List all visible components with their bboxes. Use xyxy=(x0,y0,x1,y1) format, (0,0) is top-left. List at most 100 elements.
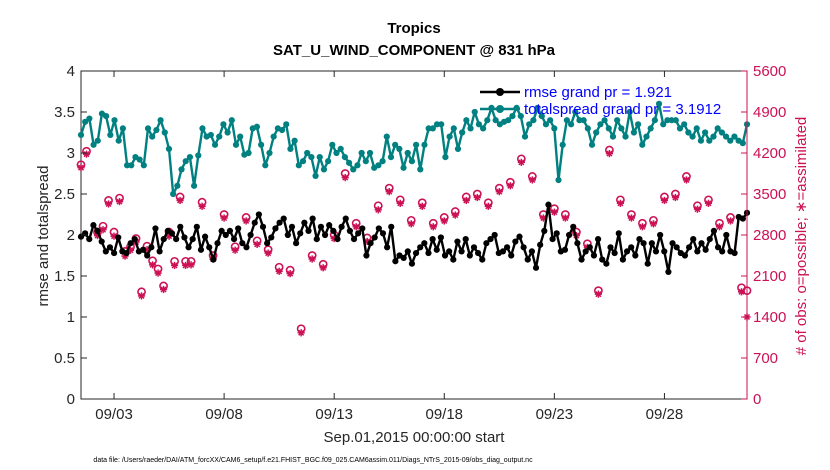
rmse-point xyxy=(408,260,416,267)
rmse-point xyxy=(148,244,155,251)
rmse-point xyxy=(185,244,192,251)
totalspread-point xyxy=(681,121,688,128)
obs-assimilated-marker xyxy=(170,261,179,270)
rmse-point xyxy=(392,258,399,265)
obs-assimilated-marker xyxy=(506,182,514,190)
y2-tick-label: 4200 xyxy=(753,145,786,162)
rmse-point xyxy=(127,240,134,247)
rmse-point xyxy=(131,236,138,243)
rmse-point xyxy=(561,246,569,253)
rmse-point xyxy=(388,223,395,230)
y-tick-label: 1 xyxy=(67,309,75,326)
rmse-point xyxy=(305,227,312,234)
totalspread-point xyxy=(697,137,705,144)
rmse-point xyxy=(673,244,680,251)
rmse-point xyxy=(239,240,246,247)
rmse-point xyxy=(475,249,482,257)
obs-assimilated-marker xyxy=(605,149,613,158)
totalspread-point xyxy=(94,137,101,144)
rmse-point xyxy=(623,248,631,255)
totalspread-point xyxy=(454,145,462,152)
x-tick-label: 09/03 xyxy=(95,406,133,423)
totalspread-point xyxy=(278,126,286,134)
totalspread-point xyxy=(530,117,537,124)
totalspread-point xyxy=(174,182,181,189)
totalspread-point xyxy=(517,113,524,120)
y-tick-label: 4 xyxy=(67,63,75,80)
totalspread-point xyxy=(630,129,638,136)
obs-assimilated-marker xyxy=(82,150,91,158)
totalspread-point xyxy=(526,121,533,128)
totalspread-point xyxy=(542,121,550,128)
totalspread-point xyxy=(647,125,654,132)
obs-assimilated-marker xyxy=(154,269,162,277)
rmse-point xyxy=(189,236,196,243)
totalspread-point xyxy=(484,117,491,124)
rmse-point xyxy=(363,252,370,259)
obs-assimilated-marker xyxy=(181,261,190,270)
totalspread-point xyxy=(588,141,596,148)
rmse-point xyxy=(731,249,738,257)
totalspread-point xyxy=(412,141,420,148)
rmse-point xyxy=(487,236,494,243)
rmse-point xyxy=(570,223,577,230)
obs-assimilated-marker xyxy=(104,200,113,208)
obs-assimilated-marker xyxy=(198,202,206,210)
obs-assimilated-marker xyxy=(275,267,283,275)
plot-area xyxy=(80,70,748,400)
obs-assimilated-marker xyxy=(715,223,724,231)
obs-assimilated-marker xyxy=(115,198,124,206)
rmse-point xyxy=(528,248,535,255)
rmse-point xyxy=(338,223,345,230)
chart-subtitle: SAT_U_WIND_COMPONENT @ 831 hPa xyxy=(273,42,556,59)
totalspread-point xyxy=(165,145,173,152)
obs-assimilated-marker xyxy=(176,196,184,205)
totalspread-point xyxy=(567,121,575,128)
y2-tick-label: 700 xyxy=(753,350,778,367)
totalspread-point xyxy=(375,162,382,169)
rmse-point xyxy=(330,227,337,234)
rmse-point xyxy=(222,231,229,239)
x-tick-label: 09/23 xyxy=(536,406,574,423)
totalspread-point xyxy=(107,131,114,139)
totalspread-point xyxy=(90,141,97,148)
totalspread-point xyxy=(287,145,294,152)
totalspread-point xyxy=(308,154,315,161)
obs-assimilated-marker xyxy=(231,246,239,254)
rmse-point xyxy=(218,227,225,234)
totalspread-point xyxy=(140,162,147,169)
totalspread-point xyxy=(186,154,194,161)
totalspread-point xyxy=(614,117,621,124)
rmse-point xyxy=(276,219,283,226)
totalspread-point xyxy=(153,126,160,134)
y-tick-label: 2.5 xyxy=(54,186,75,203)
x-tick-label: 09/13 xyxy=(315,406,353,423)
obs-assimilated-marker xyxy=(341,174,349,182)
obs-assimilated-marker xyxy=(737,288,746,296)
y2-tick-label: 0 xyxy=(753,391,761,408)
totalspread-point xyxy=(693,125,700,132)
totalspread-point xyxy=(722,133,730,140)
totalspread-point xyxy=(601,117,608,124)
rmse-point xyxy=(326,222,333,229)
rmse-point xyxy=(181,234,188,241)
totalspread-point xyxy=(563,117,570,124)
totalspread-point xyxy=(538,113,545,120)
rmse-point xyxy=(640,240,647,247)
obs-assimilated-marker xyxy=(550,208,558,216)
rmse-point xyxy=(470,244,478,251)
obs-assimilated-marker xyxy=(242,217,250,225)
totalspread-point xyxy=(400,164,407,171)
obs-assimilated-marker xyxy=(352,223,360,231)
totalspread-point xyxy=(333,149,340,157)
obs-assimilated-marker xyxy=(451,211,459,219)
totalspread-point xyxy=(417,166,424,173)
obs-assimilated-marker xyxy=(594,290,602,298)
totalspread-point xyxy=(618,125,625,132)
rmse-point xyxy=(168,230,176,237)
rmse-point xyxy=(264,240,271,247)
totalspread-point xyxy=(325,158,332,165)
rmse-point xyxy=(698,240,705,247)
x-tick-label: 09/18 xyxy=(425,406,463,423)
obs-assimilated-marker xyxy=(462,196,470,205)
